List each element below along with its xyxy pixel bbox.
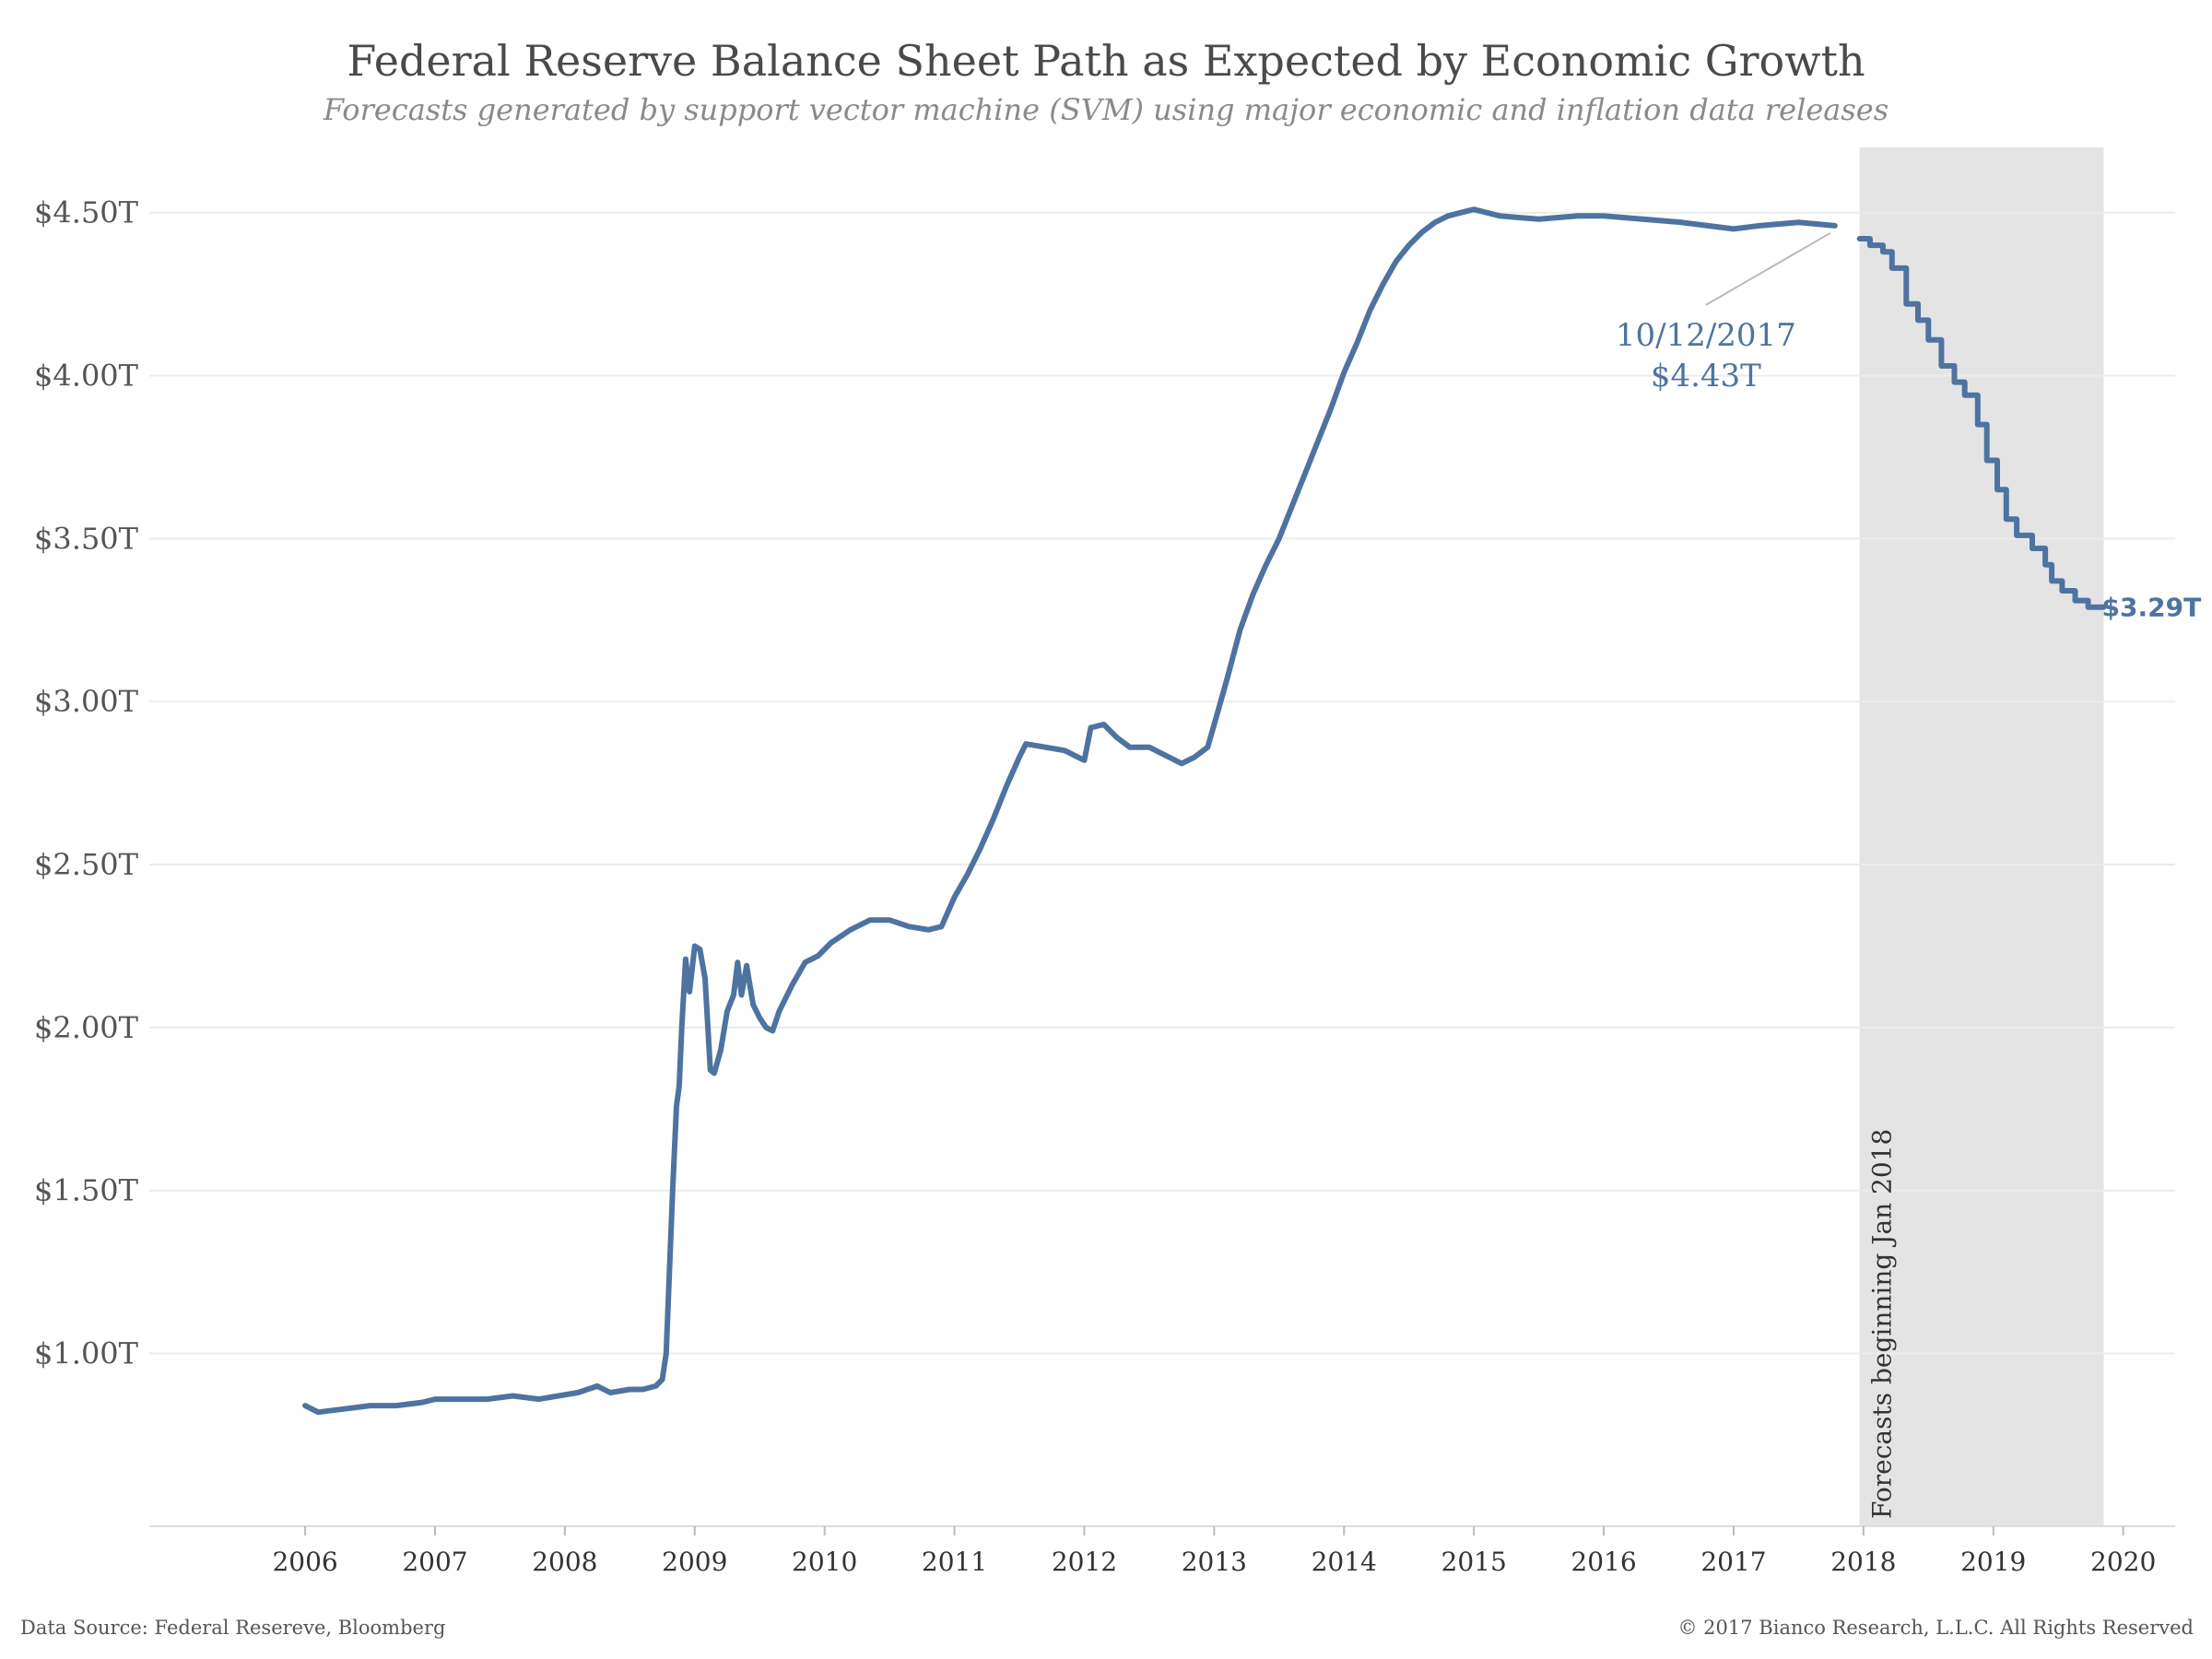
y-tick-label: $1.00T [34,1336,139,1371]
x-tick-label: 2014 [1312,1547,1377,1577]
y-tick-label: $1.50T [34,1173,139,1208]
x-tick-label: 2018 [1830,1547,1896,1577]
x-tick-label: 2010 [792,1547,857,1577]
x-tick-label: 2012 [1052,1547,1117,1577]
chart-title: Federal Reserve Balance Sheet Path as Ex… [347,36,1865,86]
x-axis: 2006 2007 2008 2009 2010 2011 2012 2013 2014 2015… [272,1526,2156,1577]
x-tick-label: 2008 [532,1547,597,1577]
x-tick-label: 2019 [1960,1547,2026,1577]
x-tick-label: 2016 [1571,1547,1636,1577]
series-line-actual [302,206,1838,1416]
x-tick-label: 2017 [1700,1547,1766,1577]
annotation-value: $4.43T [1651,358,1761,394]
x-tick-label: 2013 [1182,1547,1247,1577]
y-axis: $1.00T $1.50T $2.00T $2.50T $3.00T $3.50T $4.0… [34,195,139,1371]
gridlines [149,211,2175,1355]
x-tick-label: 2015 [1441,1547,1507,1577]
x-tick-label: 2006 [272,1547,337,1577]
annotation-leader-line [1705,232,1831,306]
annotation-date: 10/12/2017 [1616,317,1796,354]
y-tick-label: $3.00T [34,684,139,719]
y-tick-label: $2.00T [34,1010,139,1045]
series-group [302,206,2107,1416]
chart-subtitle: Forecasts generated by support vector ma… [323,92,1888,127]
forecast-band-label: Forecasts beginning Jan 2018 [1867,1129,1898,1519]
x-tick-label: 2009 [662,1547,727,1577]
y-tick-label: $4.50T [34,195,139,230]
x-tick-label: 2011 [922,1547,987,1577]
copyright: © 2017 Bianco Research, L.L.C. All Right… [1678,1617,2194,1639]
y-tick-label: $3.50T [34,521,139,556]
x-tick-label: 2020 [2090,1547,2156,1577]
y-tick-label: $4.00T [34,359,139,394]
y-tick-label: $2.50T [34,847,139,882]
end-value-label: $3.29T [2102,593,2202,623]
data-source: Data Source: Federal Resereve, Bloomberg [20,1617,445,1639]
x-tick-label: 2007 [402,1547,467,1577]
forecast-band [1859,147,2104,1526]
series-line-forecast [1856,236,2107,610]
